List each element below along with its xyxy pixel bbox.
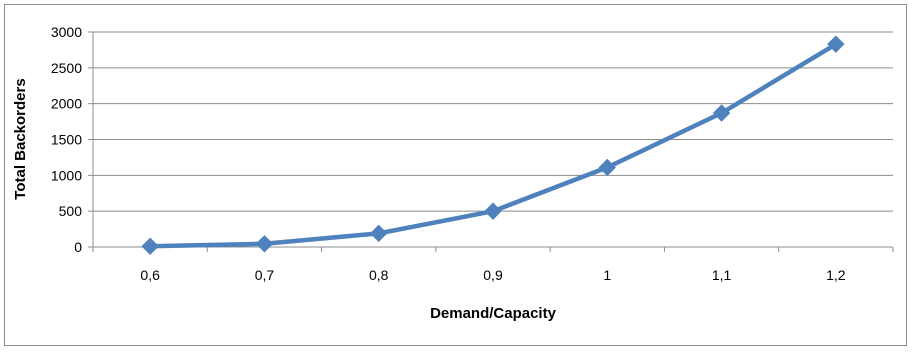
y-tick-label: 0 bbox=[74, 239, 82, 255]
x-tick-label: 0,8 bbox=[369, 267, 389, 283]
data-point-marker bbox=[484, 202, 502, 220]
axes bbox=[88, 31, 894, 252]
y-tick-label: 1500 bbox=[51, 132, 82, 148]
data-point-marker bbox=[598, 158, 616, 177]
x-tick-label: 1,2 bbox=[826, 267, 846, 283]
x-tick-label: 0,6 bbox=[140, 267, 160, 283]
x-tick-label: 0,7 bbox=[255, 267, 275, 283]
y-tick-label: 2500 bbox=[51, 60, 82, 76]
x-axis-title: Demand/Capacity bbox=[430, 305, 557, 322]
y-tick-label: 2000 bbox=[51, 96, 82, 112]
data-point-marker bbox=[255, 235, 274, 253]
data-point-marker bbox=[827, 35, 845, 53]
y-tick-label: 500 bbox=[59, 203, 83, 219]
gridlines bbox=[93, 31, 893, 212]
y-tick-labels: 0 500 1000 1500 2000 2500 3000 bbox=[51, 24, 82, 255]
data-point-marker bbox=[370, 224, 388, 243]
y-tick-label: 1000 bbox=[51, 167, 82, 183]
x-tick-label: 1 bbox=[603, 267, 611, 283]
data-point-marker bbox=[712, 104, 731, 122]
y-axis-title: Total Backorders bbox=[12, 78, 29, 199]
x-tick-labels: 0,6 0,7 0,8 0,9 1 1,1 1,2 bbox=[140, 267, 845, 283]
data-point-marker bbox=[141, 237, 159, 255]
x-tick-label: 0,9 bbox=[483, 267, 503, 283]
y-tick-label: 3000 bbox=[51, 24, 82, 40]
series-layer bbox=[141, 35, 845, 255]
x-tick-label: 1,1 bbox=[712, 267, 732, 283]
